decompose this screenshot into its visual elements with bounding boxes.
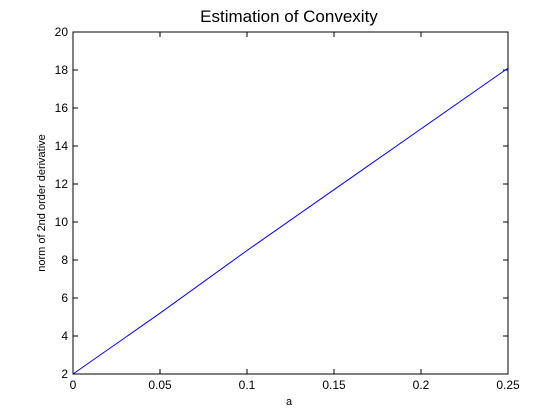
x-tick-label: 0.2 — [413, 378, 430, 392]
y-tick-label: 16 — [55, 101, 69, 115]
plot-area — [73, 32, 508, 374]
chart-title: Estimation of Convexity — [200, 7, 378, 26]
y-tick-label: 2 — [61, 367, 68, 381]
y-axis-label: norm of 2nd order derivative — [36, 134, 48, 272]
y-axis-tick-labels: 2 4 6 8 10 12 14 16 18 20 — [55, 25, 69, 381]
y-tick-label: 4 — [61, 329, 68, 343]
x-tick-label: 0.15 — [322, 378, 346, 392]
x-tick-label: 0.1 — [239, 378, 256, 392]
x-tick-label: 0.05 — [148, 378, 172, 392]
y-tick-label: 18 — [55, 63, 69, 77]
x-axis-label: a — [286, 396, 293, 408]
y-tick-label: 12 — [55, 177, 69, 191]
x-axis-tick-labels: 0 0.05 0.1 0.15 0.2 0.25 — [70, 378, 520, 392]
y-tick-label: 8 — [61, 253, 68, 267]
y-tick-label: 6 — [61, 291, 68, 305]
x-tick-label: 0 — [70, 378, 77, 392]
y-tick-label: 14 — [55, 139, 69, 153]
y-tick-label: 10 — [55, 215, 69, 229]
y-tick-label: 20 — [55, 25, 69, 39]
x-tick-label: 0.25 — [496, 378, 520, 392]
